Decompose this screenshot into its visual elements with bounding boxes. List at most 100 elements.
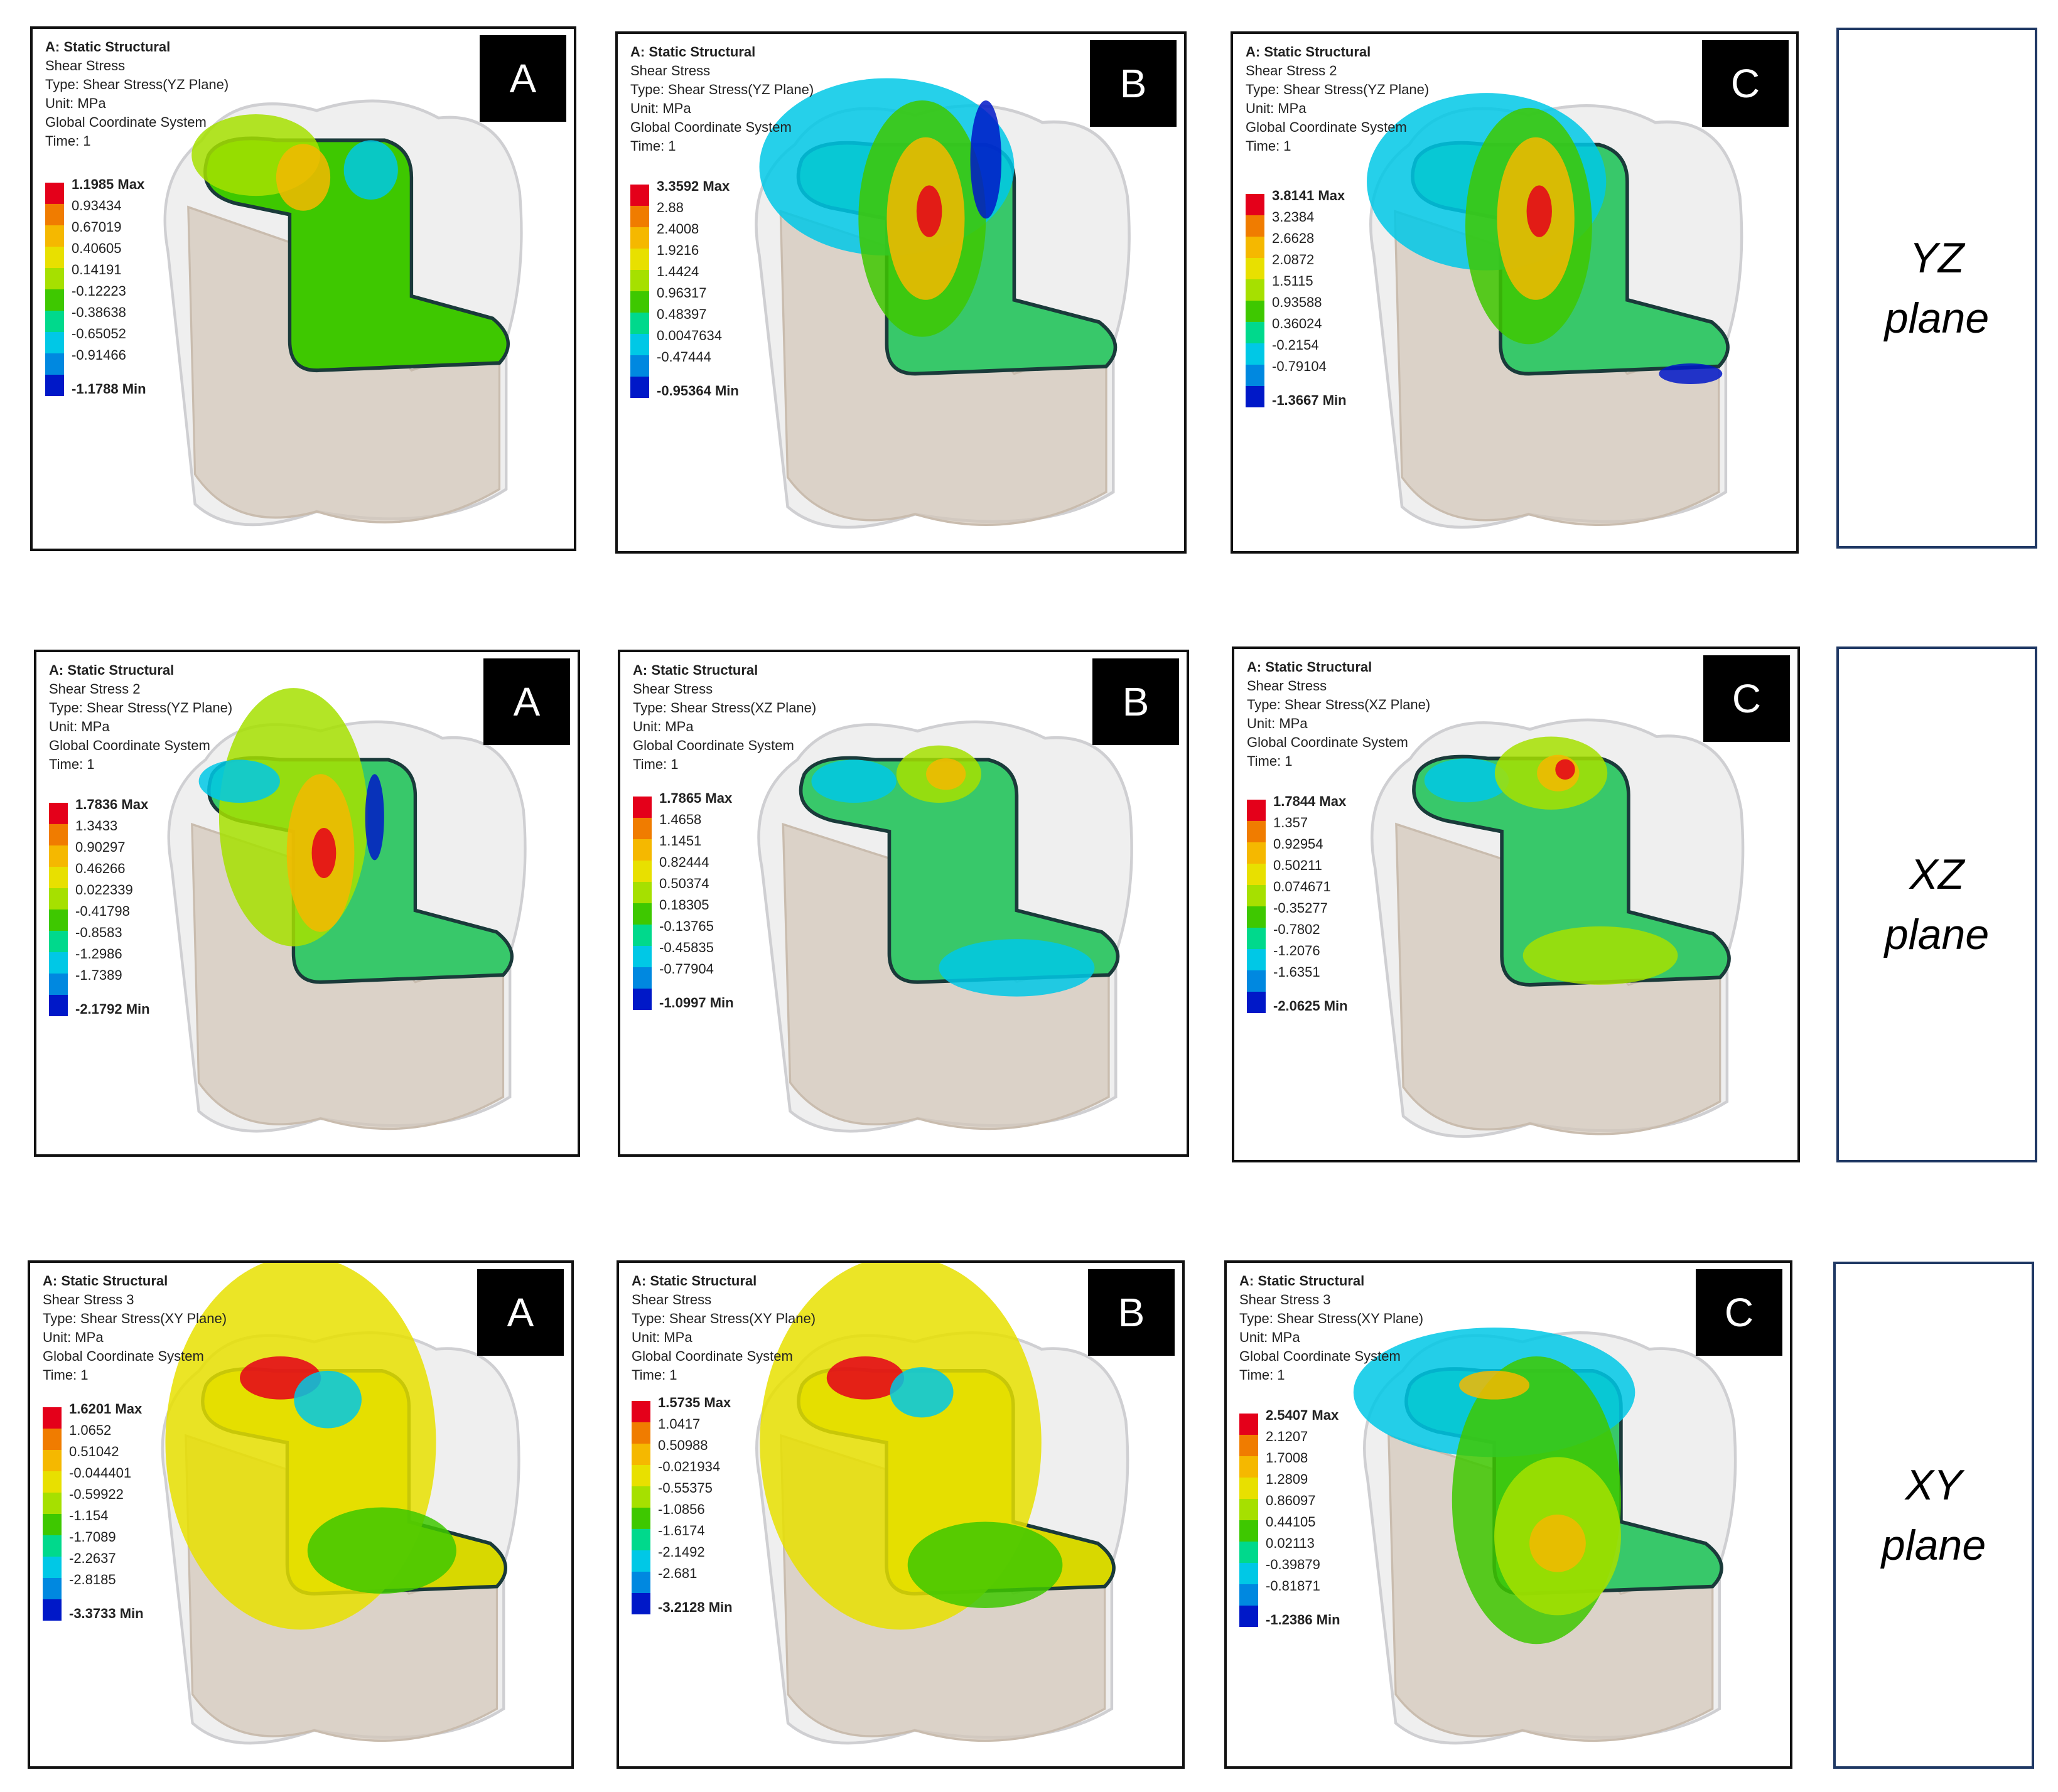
legend-value: 1.357 <box>1273 815 1308 830</box>
header-time: Time: 1 <box>633 756 679 772</box>
legend-color-bar <box>633 797 652 1010</box>
legend-swatch <box>630 185 649 206</box>
legend-value: 1.7865 Max <box>659 790 733 806</box>
legend-swatch <box>1239 1584 1258 1606</box>
header-type: Type: Shear Stress(YZ Plane) <box>630 82 814 97</box>
header-time: Time: 1 <box>632 1367 677 1383</box>
header-name: Shear Stress 3 <box>1239 1292 1331 1307</box>
legend-value: 1.6201 Max <box>69 1401 143 1417</box>
legend-swatch <box>1239 1478 1258 1499</box>
case-label-badge: A <box>477 1269 564 1356</box>
legend-swatch <box>1246 279 1264 301</box>
legend-value: 0.86097 <box>1266 1493 1316 1508</box>
header-title: A: Static Structural <box>45 39 171 55</box>
header-unit: Unit: MPa <box>49 719 110 734</box>
case-label-badge: C <box>1702 40 1789 127</box>
stress-contour-5 <box>970 100 1002 219</box>
legend-value: -1.2076 <box>1273 943 1320 958</box>
header-name: Shear Stress <box>633 681 713 697</box>
legend-swatch <box>43 1471 62 1493</box>
result-header: A: Static Structural Shear Stress Type: Sh… <box>45 38 229 151</box>
legend-value: 0.022339 <box>75 882 133 898</box>
legend-swatch <box>49 995 68 1016</box>
legend-value: 1.2809 <box>1266 1471 1308 1487</box>
tooth-model-render <box>1367 93 1743 529</box>
legend-value: 0.82444 <box>659 854 709 870</box>
legend-swatch <box>43 1599 62 1621</box>
tooth-model-render <box>755 1263 1129 1745</box>
stress-contour-4 <box>1529 1515 1586 1572</box>
header-unit: Unit: MPa <box>633 719 694 734</box>
legend-swatch <box>1246 322 1264 343</box>
legend-swatch <box>632 1444 650 1465</box>
header-unit: Unit: MPa <box>1246 100 1306 116</box>
stress-contour-5 <box>1659 363 1723 384</box>
header-unit: Unit: MPa <box>1247 716 1308 731</box>
legend-value: -0.47444 <box>657 349 711 365</box>
legend-swatch <box>1239 1499 1258 1520</box>
legend-swatch <box>45 225 64 247</box>
header-unit: Unit: MPa <box>43 1329 104 1345</box>
legend-value: 1.0417 <box>658 1416 701 1432</box>
result-header: A: Static Structural Shear Stress Type: Sh… <box>1247 658 1430 771</box>
tooth-model-render <box>1353 1328 1737 1745</box>
stress-contour-3 <box>926 758 966 790</box>
legend-value: 1.3433 <box>75 818 118 834</box>
legend-swatch <box>633 882 652 903</box>
legend-value: 0.50211 <box>1273 857 1322 873</box>
legend-value: 2.6628 <box>1272 230 1315 246</box>
result-panel-a: A: Static Structural Shear Stress Type: Sh… <box>30 26 576 551</box>
legend-value: 3.2384 <box>1272 209 1315 225</box>
legend-swatch <box>1246 343 1264 365</box>
legend-swatch <box>1247 800 1266 821</box>
header-time: Time: 1 <box>630 138 676 154</box>
result-panel-b: A: Static Structural Shear Stress Type: Sh… <box>615 31 1187 554</box>
legend-value: 0.14191 <box>72 262 122 277</box>
legend-value: 1.1985 Max <box>72 176 145 192</box>
legend-value: 2.5407 Max <box>1266 1407 1339 1423</box>
tooth-model-render <box>163 99 523 527</box>
legend-value: -0.65052 <box>72 326 126 341</box>
legend-value: 0.67019 <box>72 219 122 235</box>
legend-swatch <box>633 946 652 967</box>
result-panel-c: A: Static Structural Shear Stress Type: Sh… <box>1232 647 1800 1162</box>
legend-value: -0.13765 <box>659 918 714 934</box>
plane-word: plane <box>1884 911 1990 958</box>
result-panel-c: A: Static Structural Shear Stress 3 Type: … <box>1224 1260 1792 1769</box>
legend-value: -1.0997 Min <box>659 995 734 1011</box>
legend-value: -0.95364 Min <box>657 383 739 399</box>
result-header: A: Static Structural Shear Stress 3 Type: … <box>43 1272 227 1385</box>
legend-swatch <box>1246 194 1264 215</box>
legend-swatch <box>43 1514 62 1535</box>
plane-name: XY <box>1905 1461 1963 1509</box>
legend-value: -0.35277 <box>1273 900 1328 916</box>
legend-value: 0.02113 <box>1266 1535 1315 1551</box>
legend-swatch <box>632 1486 650 1508</box>
legend-value: -0.39879 <box>1266 1557 1320 1572</box>
legend-swatch <box>1239 1542 1258 1563</box>
stress-contour-5 <box>198 759 280 803</box>
legend-swatch <box>630 227 649 249</box>
header-time: Time: 1 <box>1239 1367 1285 1383</box>
legend-value: 1.1451 <box>659 833 702 849</box>
legend-value: -2.0625 Min <box>1273 998 1348 1014</box>
legend-value: 1.9216 <box>657 242 699 258</box>
header-type: Type: Shear Stress(XY Plane) <box>1239 1311 1424 1326</box>
plane-label-box: YZ plane <box>1836 28 2037 549</box>
header-type: Type: Shear Stress(XY Plane) <box>632 1311 816 1326</box>
legend-value: -0.021934 <box>658 1459 721 1474</box>
legend-value: -0.59922 <box>69 1486 124 1502</box>
legend-swatch <box>1246 215 1264 237</box>
result-header: A: Static Structural Shear Stress 2 Type: … <box>49 661 232 774</box>
legend-swatch <box>1239 1456 1258 1478</box>
legend-value: 1.0652 <box>69 1422 112 1438</box>
legend-swatch <box>43 1450 62 1471</box>
stress-contour-4 <box>939 939 1095 997</box>
legend-swatch <box>630 206 649 227</box>
plane-label: XY plane <box>1882 1455 1986 1575</box>
legend-swatch <box>1246 237 1264 258</box>
case-label-badge: B <box>1088 1269 1175 1356</box>
legend-swatch <box>1247 842 1266 864</box>
legend-value: -0.81871 <box>1266 1578 1320 1594</box>
header-cs: Global Coordinate System <box>1246 119 1407 135</box>
